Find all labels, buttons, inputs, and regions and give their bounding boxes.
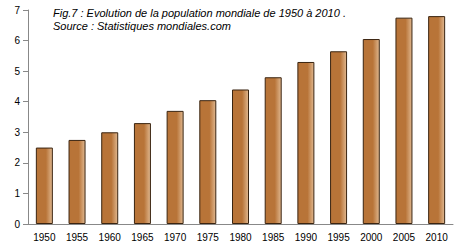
svg-text:6: 6	[14, 35, 20, 46]
svg-text:1985: 1985	[262, 232, 285, 243]
svg-text:1995: 1995	[327, 232, 350, 243]
svg-text:2: 2	[14, 157, 20, 168]
svg-text:1965: 1965	[131, 232, 154, 243]
svg-text:1975: 1975	[197, 232, 220, 243]
svg-text:1970: 1970	[164, 232, 187, 243]
svg-text:1950: 1950	[33, 232, 56, 243]
svg-text:Source : Statistiques mondiale: Source : Statistiques mondiales.com	[53, 20, 231, 32]
svg-text:4: 4	[14, 96, 20, 107]
svg-text:5: 5	[14, 66, 20, 77]
svg-text:2005: 2005	[393, 232, 416, 243]
svg-text:1: 1	[14, 188, 20, 199]
svg-text:1990: 1990	[295, 232, 318, 243]
svg-text:3: 3	[14, 127, 20, 138]
svg-text:2000: 2000	[360, 232, 383, 243]
svg-text:1955: 1955	[66, 232, 89, 243]
svg-text:7: 7	[14, 5, 20, 16]
svg-text:1980: 1980	[229, 232, 252, 243]
svg-text:1960: 1960	[99, 232, 122, 243]
svg-text:2010: 2010	[426, 232, 449, 243]
svg-text:0: 0	[14, 219, 20, 230]
svg-text:Fig.7 : Evolution de la popula: Fig.7 : Evolution de la population mondi…	[53, 7, 346, 19]
